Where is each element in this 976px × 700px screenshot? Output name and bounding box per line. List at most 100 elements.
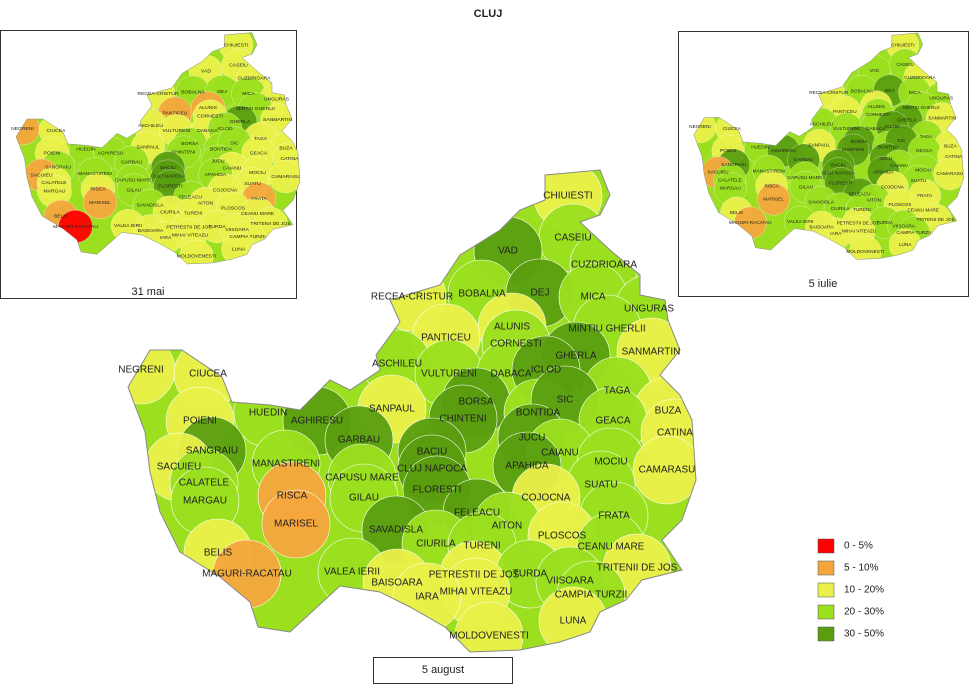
commune-label: MICA bbox=[909, 90, 922, 96]
commune-label: MOLDOVENESTI bbox=[846, 249, 884, 255]
commune-label: SACUIEU bbox=[30, 173, 53, 179]
commune-label: GHERLA bbox=[897, 118, 917, 124]
commune-label: BOBALNA bbox=[851, 88, 874, 94]
commune-label: GEACA bbox=[250, 150, 268, 156]
legend-swatch bbox=[817, 538, 835, 554]
commune-area bbox=[261, 489, 331, 559]
commune-label: TRITENII DE JOS bbox=[597, 563, 678, 574]
commune-label: GHERLA bbox=[555, 351, 596, 362]
commune-label: CIURILA bbox=[416, 539, 456, 550]
commune-label: UNGURAS bbox=[929, 95, 953, 101]
commune-label: FLORESTI bbox=[413, 485, 462, 496]
commune-label: CAIANU bbox=[541, 448, 579, 459]
commune-label: ICLOD bbox=[531, 365, 562, 376]
commune-label: DEJ bbox=[217, 89, 227, 95]
commune-label: BACIU bbox=[417, 447, 448, 458]
commune-label: BUZA bbox=[944, 143, 958, 149]
legend-swatch bbox=[817, 626, 835, 642]
commune-label: CUZDRIOARA bbox=[571, 260, 637, 271]
commune-label: CORNESTI bbox=[490, 339, 542, 350]
commune-label: GHERLA bbox=[230, 119, 251, 125]
commune-label: AITON bbox=[198, 201, 214, 207]
commune-label: MIHAI VITEAZU bbox=[440, 587, 513, 598]
commune-label: COJOCNA bbox=[522, 493, 571, 504]
commune-label: CHINTENI bbox=[172, 149, 196, 155]
commune-label: SANMARTIN bbox=[622, 347, 681, 358]
commune-label: BORSA bbox=[458, 397, 493, 408]
commune-label: ICLOD bbox=[885, 124, 900, 130]
commune-area bbox=[82, 186, 118, 219]
commune-label: PETRESTII DE JOS bbox=[166, 224, 212, 230]
commune-label: CAPUSU MARE bbox=[115, 178, 152, 184]
legend-swatch bbox=[817, 560, 835, 576]
commune-label: TURDA bbox=[877, 220, 894, 226]
commune-label: IARA bbox=[160, 235, 172, 241]
commune-label: CHINTENI bbox=[842, 147, 864, 153]
commune-label: CUZDRIOARA bbox=[238, 76, 272, 82]
commune-label: FRATA bbox=[251, 196, 267, 202]
title: CLUJ bbox=[474, 8, 503, 20]
commune-label: CIUCEA bbox=[189, 369, 227, 380]
commune-label: HUEDIN bbox=[249, 408, 287, 419]
commune-label: DABACA bbox=[866, 126, 886, 132]
commune-label: CAIANU bbox=[890, 163, 909, 169]
commune-label: MAGURI-RACATAU bbox=[202, 569, 292, 580]
commune-label: ASCHILEU bbox=[372, 359, 422, 370]
inset-frame bbox=[678, 31, 969, 297]
commune-label: CLUJ NAPOCA bbox=[822, 171, 856, 177]
commune-label: TURENI bbox=[184, 210, 203, 216]
commune-label: JUCU bbox=[211, 159, 225, 165]
commune-label: CIURILA bbox=[160, 209, 180, 215]
commune-label: UNGURAS bbox=[264, 97, 290, 103]
commune-label: ASCHILEU bbox=[138, 123, 163, 129]
commune-label: COJOCNA bbox=[881, 184, 905, 190]
commune-label: VAD bbox=[870, 68, 880, 74]
commune-label: CEANU MARE bbox=[241, 211, 275, 217]
commune-area bbox=[632, 435, 696, 505]
commune-label: APAHIDA bbox=[505, 461, 548, 472]
commune-label: CALATELE bbox=[718, 177, 742, 183]
commune-label: ALUNIS bbox=[868, 104, 885, 110]
commune-label: SANGRAIU bbox=[186, 446, 238, 457]
commune-label: VIISOARA bbox=[225, 227, 249, 233]
commune-label: RECEA-CRISTUR bbox=[371, 292, 453, 303]
commune-label: AITON bbox=[867, 197, 882, 203]
commune-label: GILAU bbox=[799, 184, 814, 190]
commune-label: RECEA-CRISTUR bbox=[809, 90, 849, 96]
commune-label: BELIS bbox=[204, 548, 233, 559]
commune-label: CATINA bbox=[281, 156, 300, 162]
commune-label: SAVADISLA bbox=[136, 203, 164, 209]
commune-label: CASEIU bbox=[896, 62, 914, 68]
commune-label: SIC bbox=[230, 140, 239, 146]
commune-label: BAISOARA bbox=[809, 224, 834, 230]
commune-label: GILAU bbox=[349, 493, 379, 504]
commune-areas bbox=[128, 170, 696, 652]
commune-label: SUATU bbox=[911, 178, 927, 184]
map-5-august: CHIUIESTI CASEIU VAD CUZDRIOARA RECEA-CRISTU… bbox=[118, 169, 697, 653]
commune-label: CAMPIA TURZII bbox=[897, 230, 931, 236]
commune-label: HUEDIN bbox=[751, 144, 770, 150]
commune-label: TURENI bbox=[463, 541, 500, 552]
commune-label: VAD bbox=[498, 246, 518, 257]
commune-area bbox=[268, 160, 300, 194]
map-31-mai: CHIUIESTI CASEIU VAD CUZDRIOARA RECEA-CRISTU… bbox=[11, 32, 301, 265]
commune-label: CORNESTI bbox=[866, 112, 891, 118]
commune-label: SANMARTIN bbox=[263, 117, 293, 123]
commune-label: DABACA bbox=[490, 369, 531, 380]
commune-label: NEGRENI bbox=[11, 126, 34, 132]
commune-label: GEACA bbox=[916, 148, 933, 154]
commune-label: PLOSCOS bbox=[888, 202, 911, 208]
commune-label: LUNA bbox=[899, 242, 913, 248]
legend-swatch bbox=[817, 604, 835, 620]
legend-label: 5 - 10% bbox=[844, 563, 879, 574]
commune-label: MINTIU GHERLII bbox=[236, 106, 275, 112]
commune-label: CASEIU bbox=[229, 63, 248, 69]
commune-label: MICA bbox=[581, 292, 606, 303]
commune-label: SACUIEU bbox=[707, 170, 729, 176]
map-caption: 31 mai bbox=[131, 286, 164, 298]
commune-label: BOBALNA bbox=[458, 289, 506, 300]
commune-label: VAD bbox=[201, 69, 211, 75]
commune-label: AGHIRESU bbox=[291, 416, 343, 427]
commune-label: CUZDRIOARA bbox=[904, 75, 936, 81]
commune-label: IARA bbox=[830, 231, 842, 237]
